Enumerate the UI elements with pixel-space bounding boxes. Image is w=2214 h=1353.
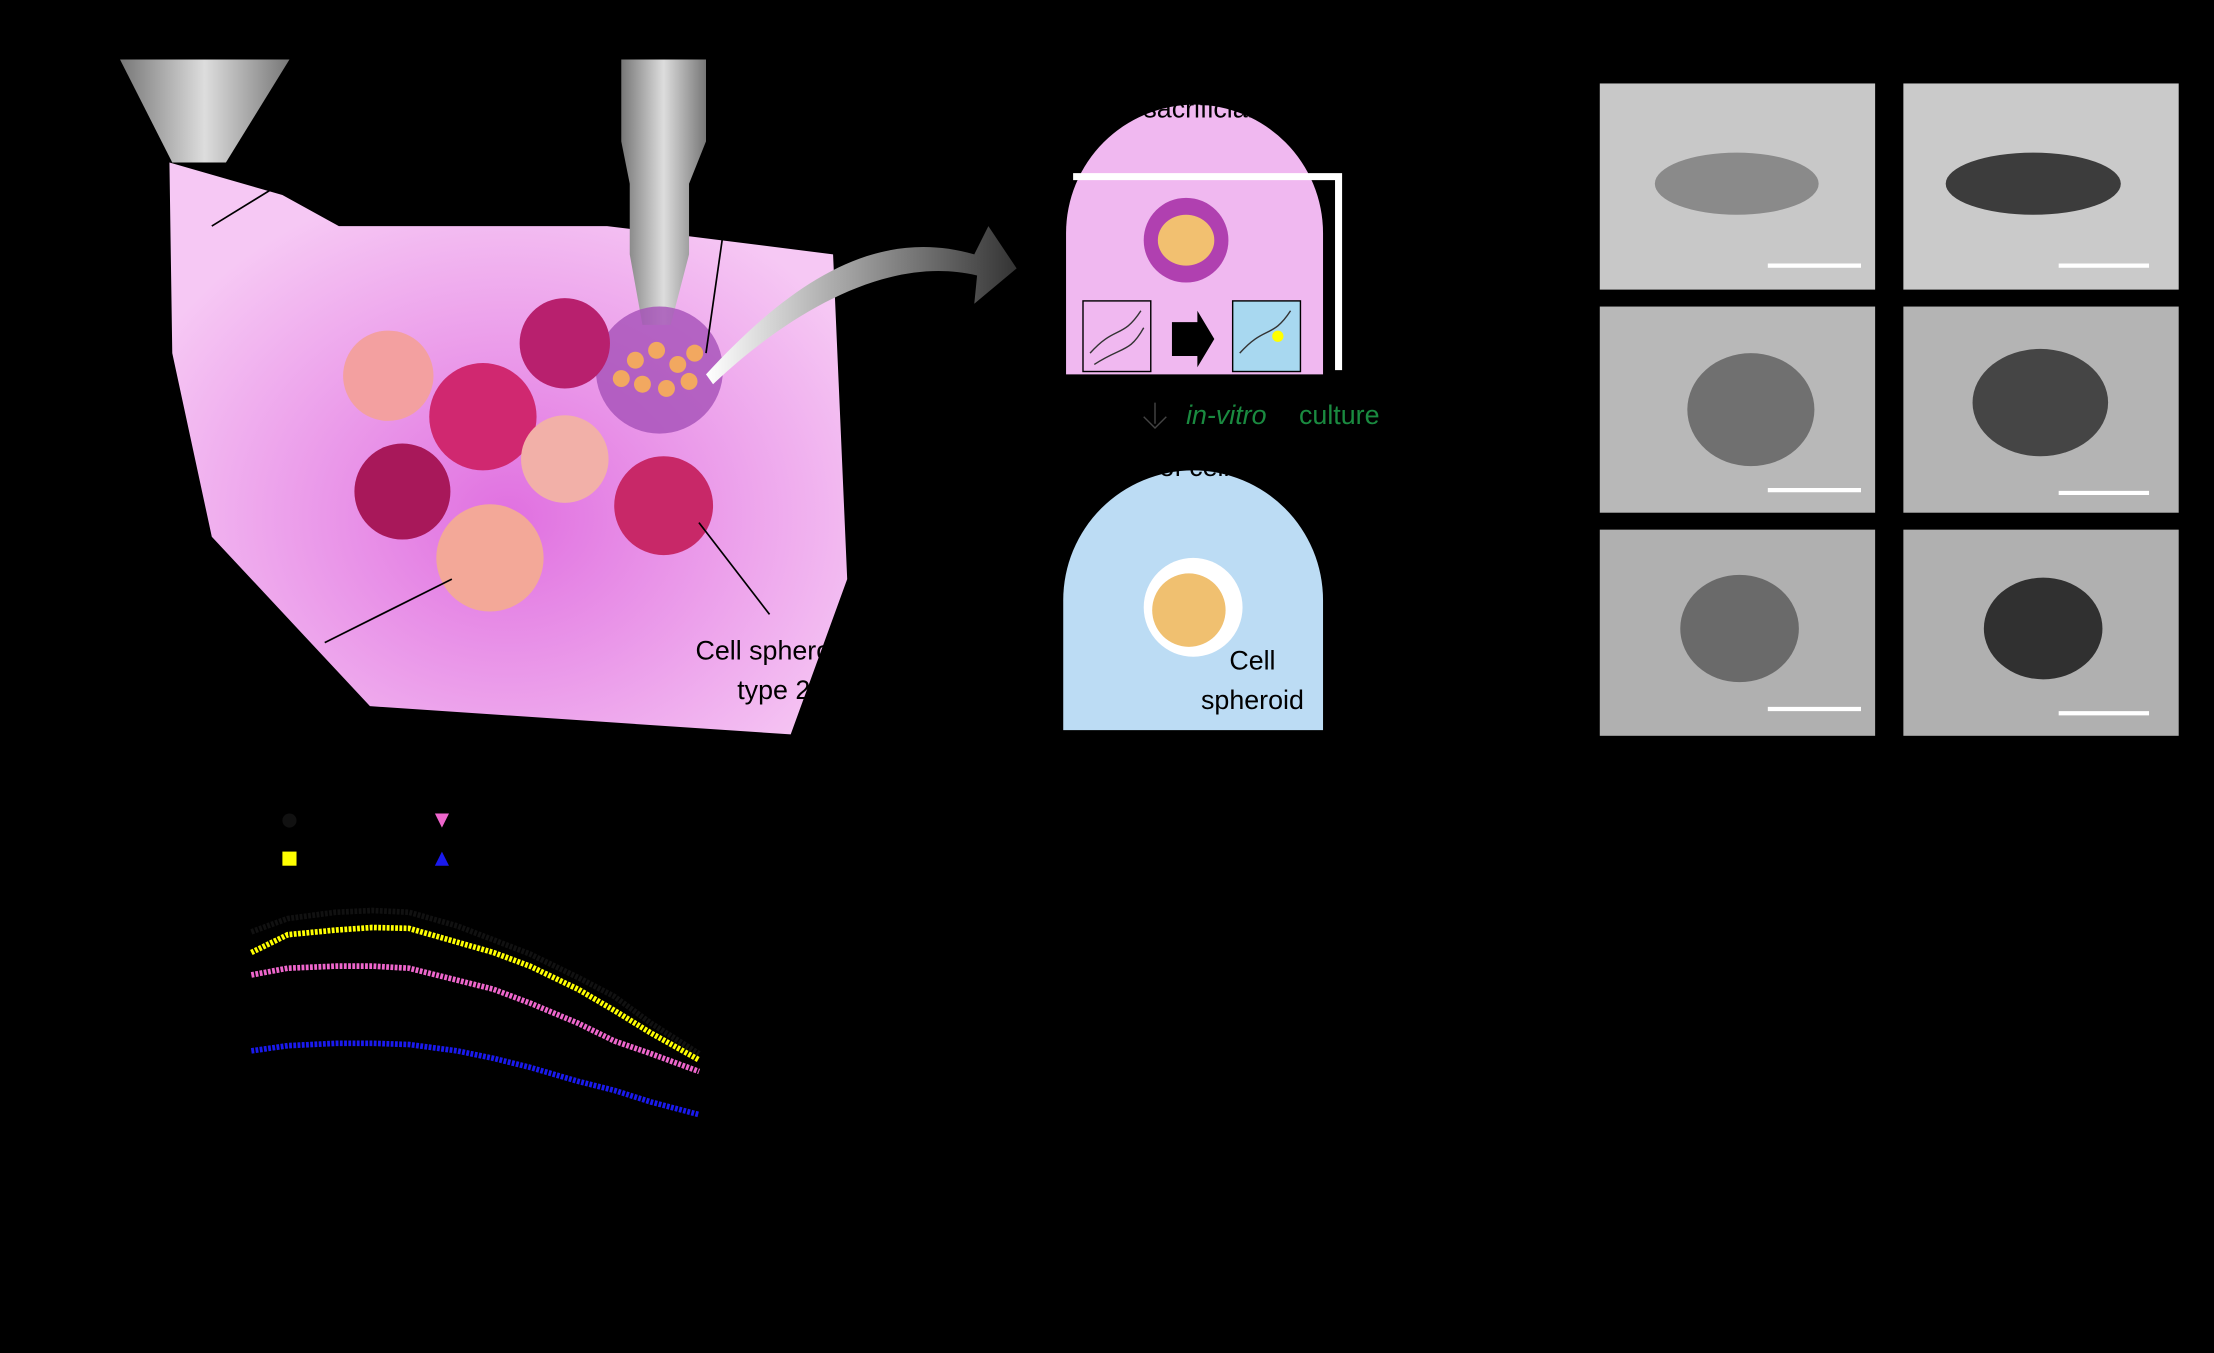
x-tick-label: 10⁻¹ xyxy=(230,1222,272,1245)
label: matrix biomaterial ink xyxy=(311,119,565,149)
panel-letter: C xyxy=(40,775,71,822)
column-label: Day 0 xyxy=(1705,40,1775,70)
chart-title: G42.5 xyxy=(1047,852,1120,882)
x-tick-label: 0 xyxy=(958,1219,970,1242)
chart-title: G32.5 xyxy=(1505,852,1578,882)
x-tick-label: 30 xyxy=(1014,1219,1038,1242)
series-line xyxy=(250,1040,700,1118)
row-label: G32.5 xyxy=(1505,396,1578,426)
x-tick-label: 0 xyxy=(1416,1219,1428,1242)
legend-marker xyxy=(434,851,450,866)
column-label: Day 3 xyxy=(2005,40,2075,70)
y-tick-label: 50 xyxy=(1387,1012,1411,1035)
y-axis-label: Z-axis (μm) xyxy=(860,986,890,1122)
y-tick-label: 10⁰ xyxy=(208,988,240,1011)
profile-line xyxy=(1881,976,2118,1160)
profile-line xyxy=(1425,949,1547,1163)
y-tick-label: 250 xyxy=(918,893,953,916)
x-tick-label: 90 xyxy=(1595,1219,1619,1242)
x-tick-label: 120 xyxy=(1193,1219,1228,1242)
x-tick-label: 60 xyxy=(1076,1219,1100,1242)
y-tick-label: -150 xyxy=(1368,1131,1410,1154)
y-tick-label: -150 xyxy=(1824,1131,1866,1154)
y-tick-label: 150 xyxy=(1375,952,1410,975)
label: ink xyxy=(823,158,858,188)
y-tick-label: -150 xyxy=(911,1131,953,1154)
profile-line xyxy=(968,904,1050,1205)
label: Cell spheroid xyxy=(148,636,305,666)
label: Cell xyxy=(1229,645,1275,675)
label: type 2 xyxy=(737,675,810,705)
row-label: G42.5 xyxy=(1505,167,1578,197)
illustration xyxy=(120,59,1343,735)
series-line xyxy=(250,963,701,1075)
label: 2. Cell-laden xyxy=(751,79,902,109)
y-tick-label: 10⁻² xyxy=(198,1191,240,1214)
label: 1. Alginate based xyxy=(335,79,541,109)
x-tick-label: 60 xyxy=(1989,1219,2013,1242)
legend-label: G32.5 xyxy=(306,842,379,872)
y-axis-label: Viscosity (Pa·s) xyxy=(147,959,177,1145)
y-tick-label: 50 xyxy=(1843,1012,1867,1035)
y-axis-label: Z-axis (μm) xyxy=(1317,986,1347,1122)
x-axis-label: Fluorescence intensity (a.u.) xyxy=(1373,1250,1710,1280)
x-tick-label: 120 xyxy=(1651,1219,1686,1242)
x-tick-label: 30 xyxy=(1928,1219,1952,1242)
label: in-vitro xyxy=(1186,400,1267,430)
y-tick-label: 10⁻¹ xyxy=(198,1090,240,1113)
panel-letter: B xyxy=(1461,33,1489,80)
y-tick-label: -50 xyxy=(923,1072,954,1095)
legend-marker xyxy=(282,813,297,828)
panel-letter: A xyxy=(40,33,69,80)
x-tick-label: 0 xyxy=(1872,1219,1884,1242)
y-tick-label: 150 xyxy=(1831,952,1866,975)
x-tick-label: 30 xyxy=(1472,1219,1496,1242)
y-tick-label: -50 xyxy=(1836,1072,1867,1095)
legend-marker xyxy=(282,851,297,866)
y-tick-label: 150 xyxy=(918,952,953,975)
legend-label: G22.5 xyxy=(459,804,532,834)
label: 3. Selective cross-linking & xyxy=(1030,54,1351,84)
y-axis-label: Z-axis (μm) xyxy=(1773,986,1803,1122)
x-axis-label: Fluorescence intensity (a.u.) xyxy=(1829,1250,2166,1280)
y-tick-label: 250 xyxy=(1375,893,1410,916)
label: 4. Induction of cell spheroids xyxy=(1013,452,1353,482)
chart-title: G22.5 xyxy=(1961,852,2034,882)
row-label: G22.5 xyxy=(1505,619,1578,649)
y-tick-label: 50 xyxy=(930,1012,954,1035)
legend-box xyxy=(267,801,707,880)
label: spheroid xyxy=(1201,685,1304,715)
y-tick-label: -250 xyxy=(911,1191,953,1214)
label: removal of sacrificial materials xyxy=(1011,93,1370,123)
series-line xyxy=(250,907,701,1057)
y-tick-label: -50 xyxy=(1380,1072,1411,1095)
x-tick-label: 90 xyxy=(2051,1219,2075,1242)
x-axis-label: Shear rate (s⁻¹) xyxy=(370,1250,557,1280)
x-tick-label: 10⁰ xyxy=(356,1222,388,1245)
micrographs xyxy=(1599,83,2179,736)
label: culture xyxy=(1299,400,1379,430)
label: sacrificial bio- xyxy=(745,119,907,149)
legend-marker xyxy=(434,813,450,828)
x-tick-label: 10² xyxy=(599,1222,630,1245)
series-line xyxy=(250,924,701,1063)
x-tick-label: 10¹ xyxy=(478,1222,509,1245)
panel-letter: D xyxy=(777,775,808,822)
x-tick-label: 120 xyxy=(2107,1219,2142,1242)
x-axis-label: Fluorescence intensity (a.u.) xyxy=(915,1250,1252,1280)
y-tick-label: -250 xyxy=(1368,1191,1410,1214)
x-tick-label: 60 xyxy=(1533,1219,1557,1242)
legend-label: Sacrificial bio-ink xyxy=(459,842,661,872)
y-tick-label: -250 xyxy=(1824,1191,1866,1214)
label: type 1 xyxy=(189,675,262,705)
x-tick-label: 90 xyxy=(1137,1219,1161,1242)
y-tick-label: 250 xyxy=(1831,893,1866,916)
label: Cell spheroid xyxy=(696,636,853,666)
legend-label: G42.5 xyxy=(306,804,379,834)
y-tick-label: 10¹ xyxy=(209,887,240,910)
